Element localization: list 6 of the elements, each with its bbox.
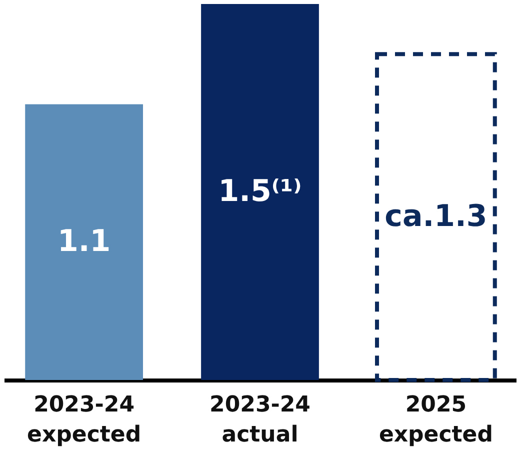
data-label: 1.1	[57, 224, 111, 260]
data-label: ca.1.3	[384, 199, 488, 234]
x-tick-label: 2023-24 actual	[210, 392, 310, 448]
x-tick-label: 2025 expected	[378, 392, 493, 448]
x-tick-label: 2023-24 expected	[27, 392, 142, 448]
data-label: 1.5⁽¹⁾	[218, 174, 302, 209]
